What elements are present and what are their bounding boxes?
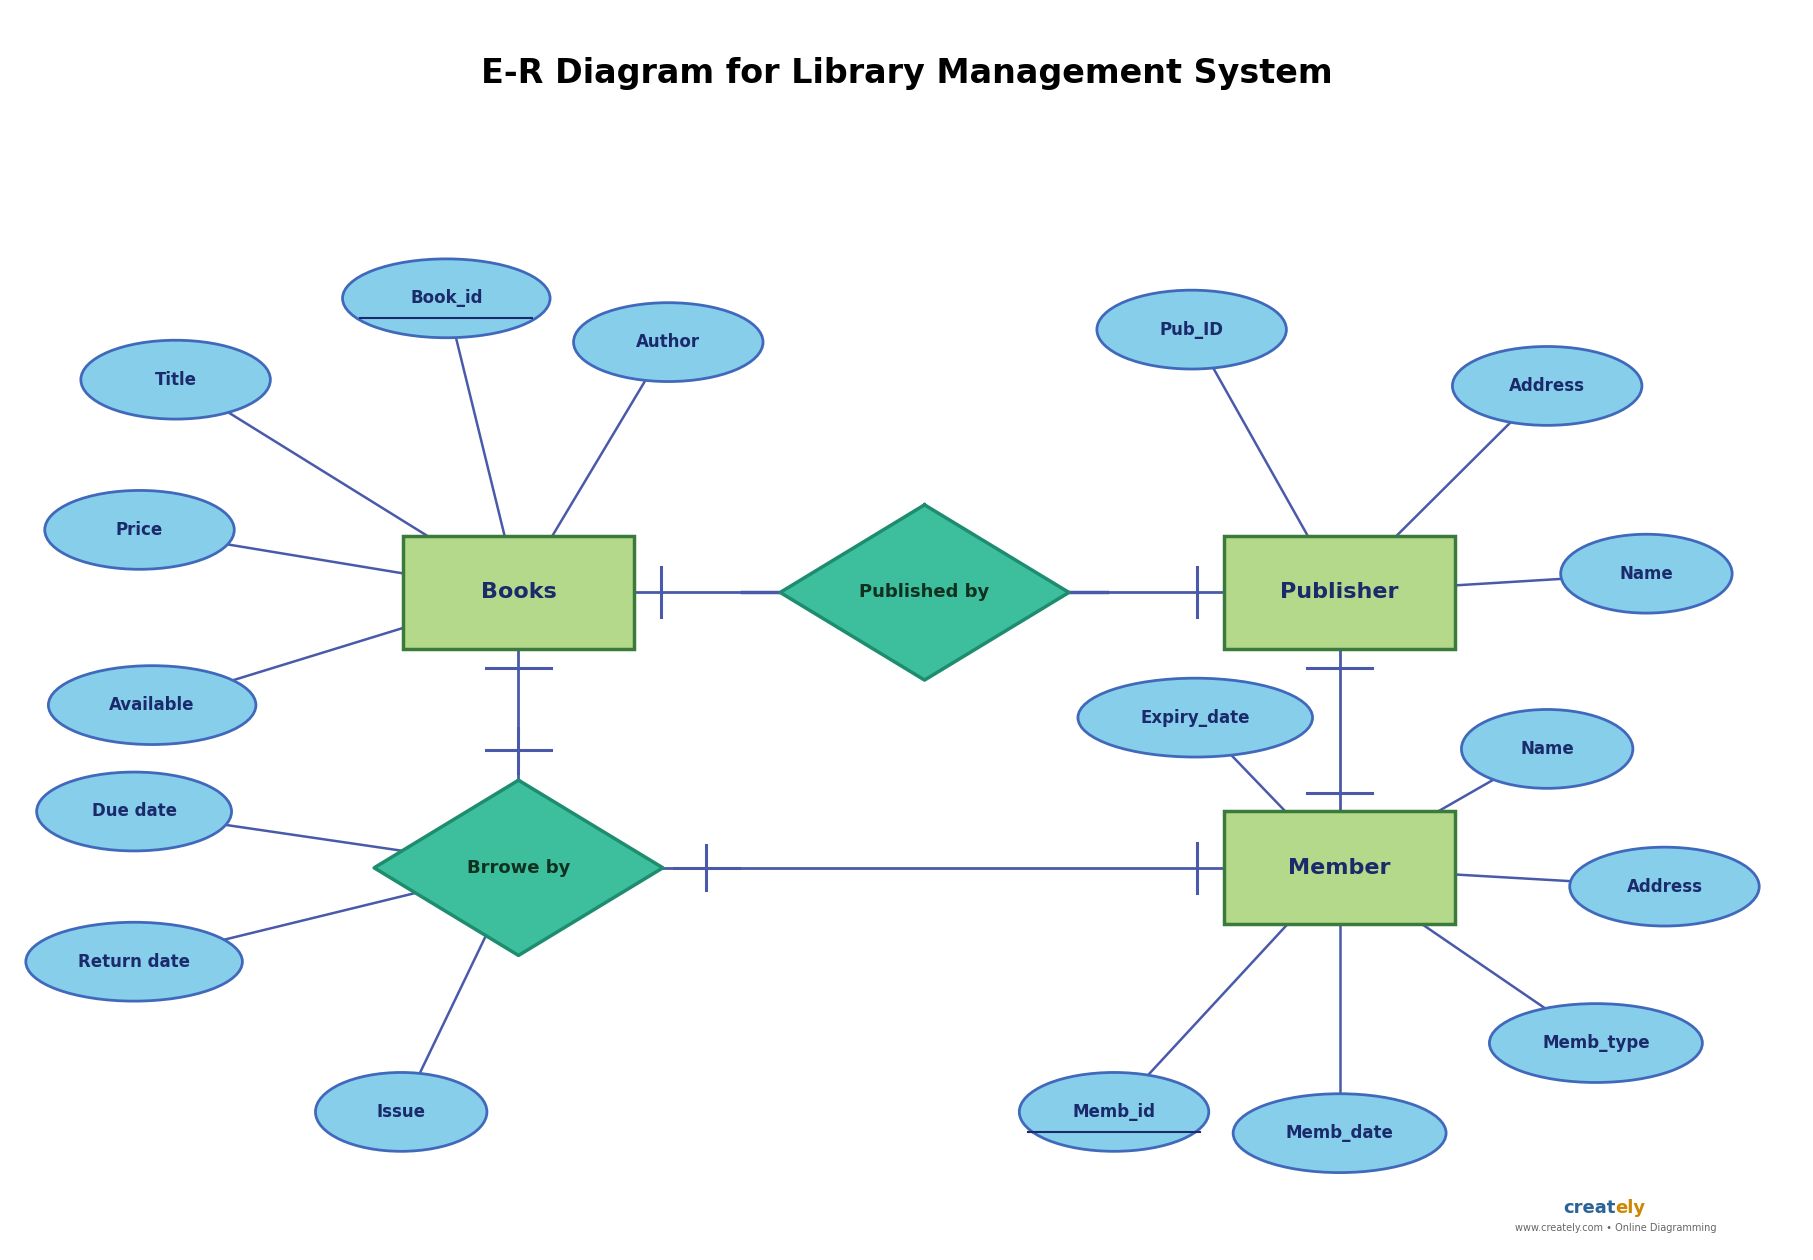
Text: Available: Available <box>109 696 196 714</box>
Text: Return date: Return date <box>78 953 190 970</box>
Text: Name: Name <box>1619 564 1673 582</box>
Text: Address: Address <box>1626 878 1702 896</box>
FancyBboxPatch shape <box>1224 811 1456 924</box>
Text: Memb_id: Memb_id <box>1073 1102 1155 1121</box>
Text: Due date: Due date <box>92 803 176 820</box>
Text: Title: Title <box>154 370 196 388</box>
Ellipse shape <box>1019 1072 1209 1152</box>
Ellipse shape <box>45 490 234 570</box>
Ellipse shape <box>1452 346 1643 426</box>
Ellipse shape <box>1079 678 1313 757</box>
Ellipse shape <box>1570 847 1759 926</box>
Text: Published by: Published by <box>859 583 990 601</box>
Text: ely: ely <box>1615 1200 1646 1217</box>
Text: Expiry_date: Expiry_date <box>1140 708 1249 727</box>
Text: Book_id: Book_id <box>410 290 482 307</box>
Ellipse shape <box>36 772 232 851</box>
Text: Name: Name <box>1521 740 1574 759</box>
Text: Pub_ID: Pub_ID <box>1160 320 1224 339</box>
Ellipse shape <box>1233 1094 1447 1173</box>
Ellipse shape <box>1461 709 1634 789</box>
Text: Books: Books <box>480 582 557 602</box>
Text: Address: Address <box>1508 377 1585 394</box>
Ellipse shape <box>49 665 256 745</box>
Text: Publisher: Publisher <box>1280 582 1400 602</box>
Ellipse shape <box>1490 1004 1702 1082</box>
Polygon shape <box>780 505 1070 680</box>
Ellipse shape <box>1097 290 1287 369</box>
Text: Member: Member <box>1289 858 1391 878</box>
Text: Price: Price <box>116 520 163 539</box>
Ellipse shape <box>343 258 549 338</box>
Text: Issue: Issue <box>377 1102 426 1121</box>
FancyBboxPatch shape <box>402 536 635 649</box>
Text: Memb_date: Memb_date <box>1285 1124 1394 1142</box>
Text: creat: creat <box>1563 1200 1615 1217</box>
Polygon shape <box>373 780 664 955</box>
Text: www.creately.com • Online Diagramming: www.creately.com • Online Diagramming <box>1516 1223 1717 1234</box>
Ellipse shape <box>573 302 763 382</box>
Text: Memb_type: Memb_type <box>1543 1034 1650 1052</box>
Text: E-R Diagram for Library Management System: E-R Diagram for Library Management Syste… <box>480 57 1333 89</box>
Ellipse shape <box>82 340 270 420</box>
Text: Author: Author <box>636 333 700 352</box>
FancyBboxPatch shape <box>1224 536 1456 649</box>
Ellipse shape <box>315 1072 488 1152</box>
Ellipse shape <box>1561 534 1731 614</box>
Ellipse shape <box>25 922 243 1002</box>
Text: Brrowe by: Brrowe by <box>466 859 569 877</box>
